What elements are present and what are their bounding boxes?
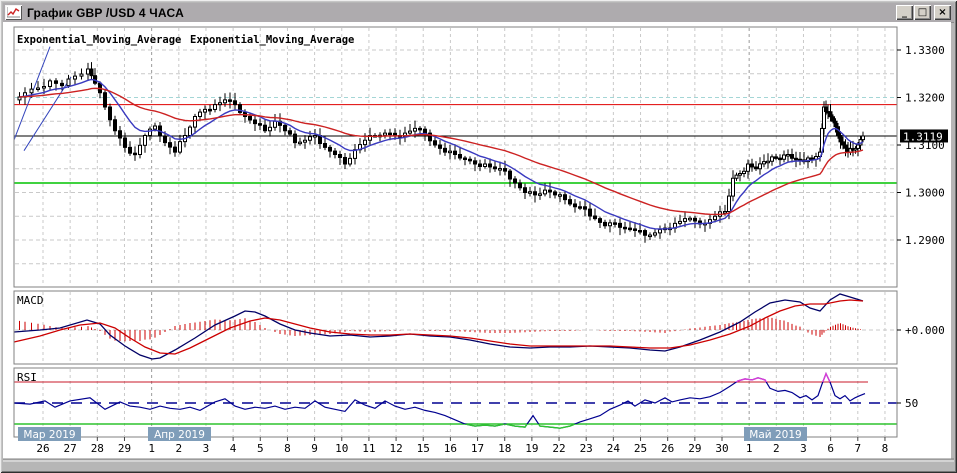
window-icon[interactable] xyxy=(5,5,22,20)
minimize-button[interactable]: _ xyxy=(896,5,913,20)
maximize-button[interactable]: □ xyxy=(914,5,931,20)
title-bar: График GBP /USD 4 ЧАСА _ □ × xyxy=(3,3,954,23)
window-controls: _ □ × xyxy=(896,5,951,20)
window-title: График GBP /USD 4 ЧАСА xyxy=(27,5,184,20)
close-button[interactable]: × xyxy=(934,5,951,20)
chart-canvas[interactable] xyxy=(3,22,951,458)
chart-icon xyxy=(7,7,20,18)
